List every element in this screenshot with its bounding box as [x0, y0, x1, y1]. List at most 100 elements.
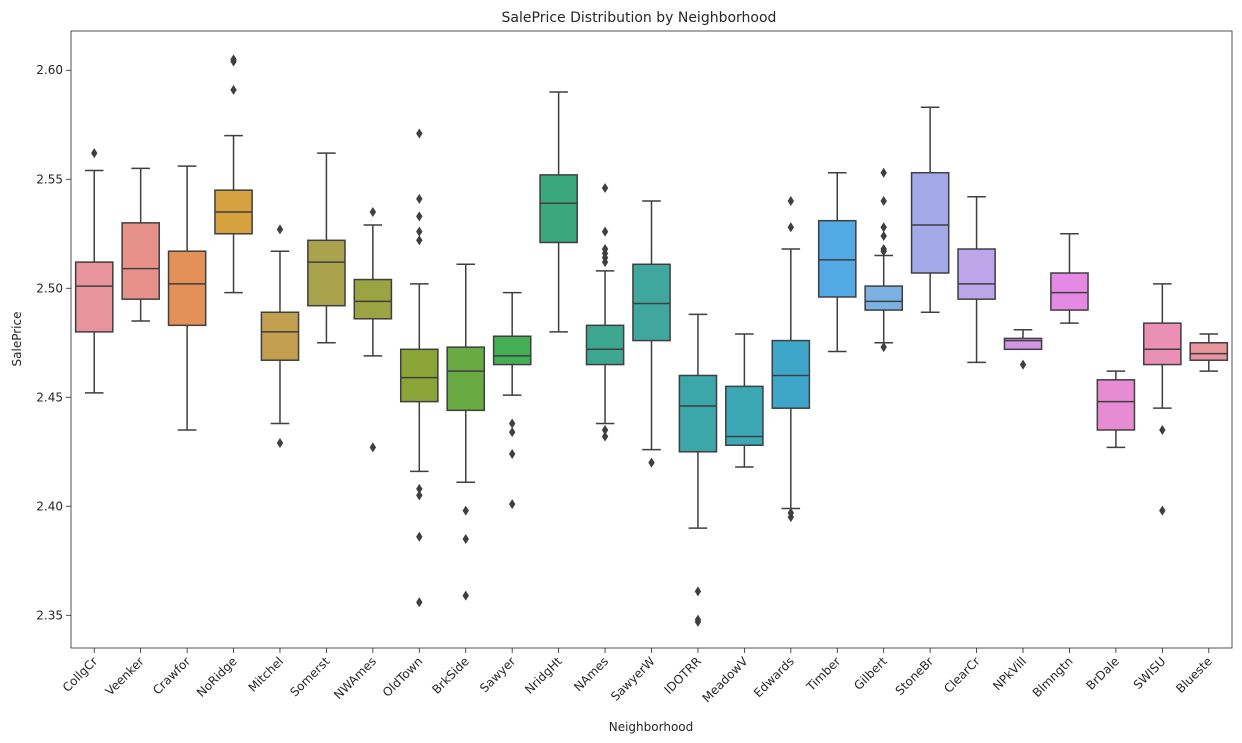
- outlier-point: [601, 257, 609, 268]
- outlier-point: [787, 196, 795, 207]
- box: [817, 219, 857, 298]
- box-group-gilbert: [864, 167, 904, 353]
- y-tick-label: 2.35: [36, 608, 63, 622]
- x-tick-label: OldTown: [380, 654, 426, 700]
- outlier-point: [91, 148, 98, 159]
- x-tick-label: IDOTRR: [661, 654, 704, 697]
- box: [585, 324, 625, 366]
- outlier-point: [416, 235, 423, 246]
- box: [1189, 342, 1229, 361]
- outlier-point: [880, 222, 887, 233]
- box: [121, 222, 160, 300]
- outlier-point: [416, 128, 423, 139]
- x-tick-label: NPkVill: [990, 654, 1029, 693]
- box: [957, 248, 996, 300]
- outlier-point: [462, 590, 469, 601]
- box-group-collgcr: [74, 148, 114, 394]
- box-group-oldtown: [399, 128, 439, 608]
- box-group-clearcr: [957, 195, 996, 364]
- outlier-point: [416, 597, 423, 608]
- outlier-point: [880, 342, 887, 353]
- box-group-mitchel: [260, 224, 300, 449]
- box-group-brdale: [1096, 370, 1136, 449]
- box-group-nwames: [353, 206, 393, 453]
- y-tick-label: 2.50: [36, 281, 63, 295]
- x-tick-label: Gilbert: [851, 654, 890, 693]
- x-tick-label: Timber: [803, 654, 843, 694]
- outlier-point: [416, 531, 423, 542]
- x-tick-label: SWISU: [1131, 654, 1169, 692]
- x-tick-label: CollgCr: [60, 654, 101, 695]
- y-tick-label: 2.55: [36, 172, 63, 186]
- outlier-point: [369, 206, 377, 217]
- outlier-point: [416, 211, 423, 222]
- box-group-stonebr: [910, 106, 950, 313]
- x-tick-label: NoRidge: [194, 654, 240, 700]
- outlier-point: [416, 226, 423, 237]
- x-tick-label: NAmes: [571, 654, 611, 694]
- x-tick-label: Blmngtn: [1030, 654, 1076, 700]
- box: [492, 335, 532, 366]
- box: [678, 374, 718, 453]
- outlier-point: [601, 431, 609, 442]
- x-tick-label: Veenker: [103, 654, 147, 698]
- box: [260, 311, 300, 361]
- outlier-point: [880, 167, 887, 178]
- plot-area: [74, 54, 1229, 627]
- outlier-point: [1159, 424, 1166, 435]
- box: [632, 263, 671, 342]
- outlier-point: [508, 448, 516, 459]
- box: [74, 261, 114, 333]
- box: [353, 278, 393, 320]
- outlier-point: [648, 457, 655, 468]
- outlier-point: [508, 499, 516, 510]
- outlier-point: [601, 226, 609, 237]
- box-group-sawyerw: [632, 200, 671, 468]
- chart-title: SalePrice Distribution by Neighborhood: [502, 10, 777, 26]
- box-group-blmngtn: [1050, 233, 1089, 324]
- outlier-point: [1019, 359, 1027, 370]
- x-tick-label: Somerst: [287, 654, 332, 699]
- box: [1003, 337, 1043, 351]
- x-tick-label: Blueste: [1173, 654, 1215, 696]
- outlier-point: [880, 196, 887, 207]
- x-tick-label: Mitchel: [246, 654, 287, 695]
- box-group-nridght: [539, 91, 578, 333]
- box: [399, 348, 439, 403]
- outlier-point: [416, 483, 423, 494]
- outlier-point: [880, 230, 887, 241]
- box-group-brkside: [446, 263, 486, 601]
- box-group-meadowv: [725, 333, 764, 468]
- box-group-idotrr: [678, 313, 718, 627]
- box: [1050, 272, 1089, 311]
- outlier-point: [880, 246, 887, 257]
- x-tick-label: ClearCr: [941, 654, 983, 696]
- x-tick-label: Crawfor: [150, 654, 193, 697]
- box-group-timber: [817, 171, 857, 353]
- x-axis-title: Neighborhood: [609, 720, 694, 734]
- outlier-point: [230, 84, 237, 95]
- outlier-point: [508, 418, 516, 429]
- box: [446, 346, 486, 412]
- outlier-point: [508, 427, 516, 438]
- outlier-point: [369, 442, 377, 453]
- box: [910, 171, 950, 274]
- box-group-names: [585, 182, 625, 442]
- box: [167, 250, 207, 327]
- y-tick-label: 2.60: [36, 63, 63, 77]
- y-tick-label: 2.45: [36, 390, 63, 404]
- x-tick-label: NWAmes: [331, 654, 379, 702]
- box-group-crawfor: [167, 165, 207, 431]
- box-group-blueste: [1189, 333, 1229, 372]
- x-tick-label: BrDale: [1083, 654, 1122, 693]
- x-tick-label: Edwards: [751, 654, 797, 700]
- outlier-point: [787, 512, 795, 523]
- x-tick-label: NridgHt: [522, 654, 565, 697]
- outlier-point: [462, 533, 469, 544]
- box-group-swisu: [1143, 283, 1182, 516]
- box-group-veenker: [121, 167, 160, 322]
- box: [1143, 322, 1182, 366]
- outlier-point: [230, 54, 237, 65]
